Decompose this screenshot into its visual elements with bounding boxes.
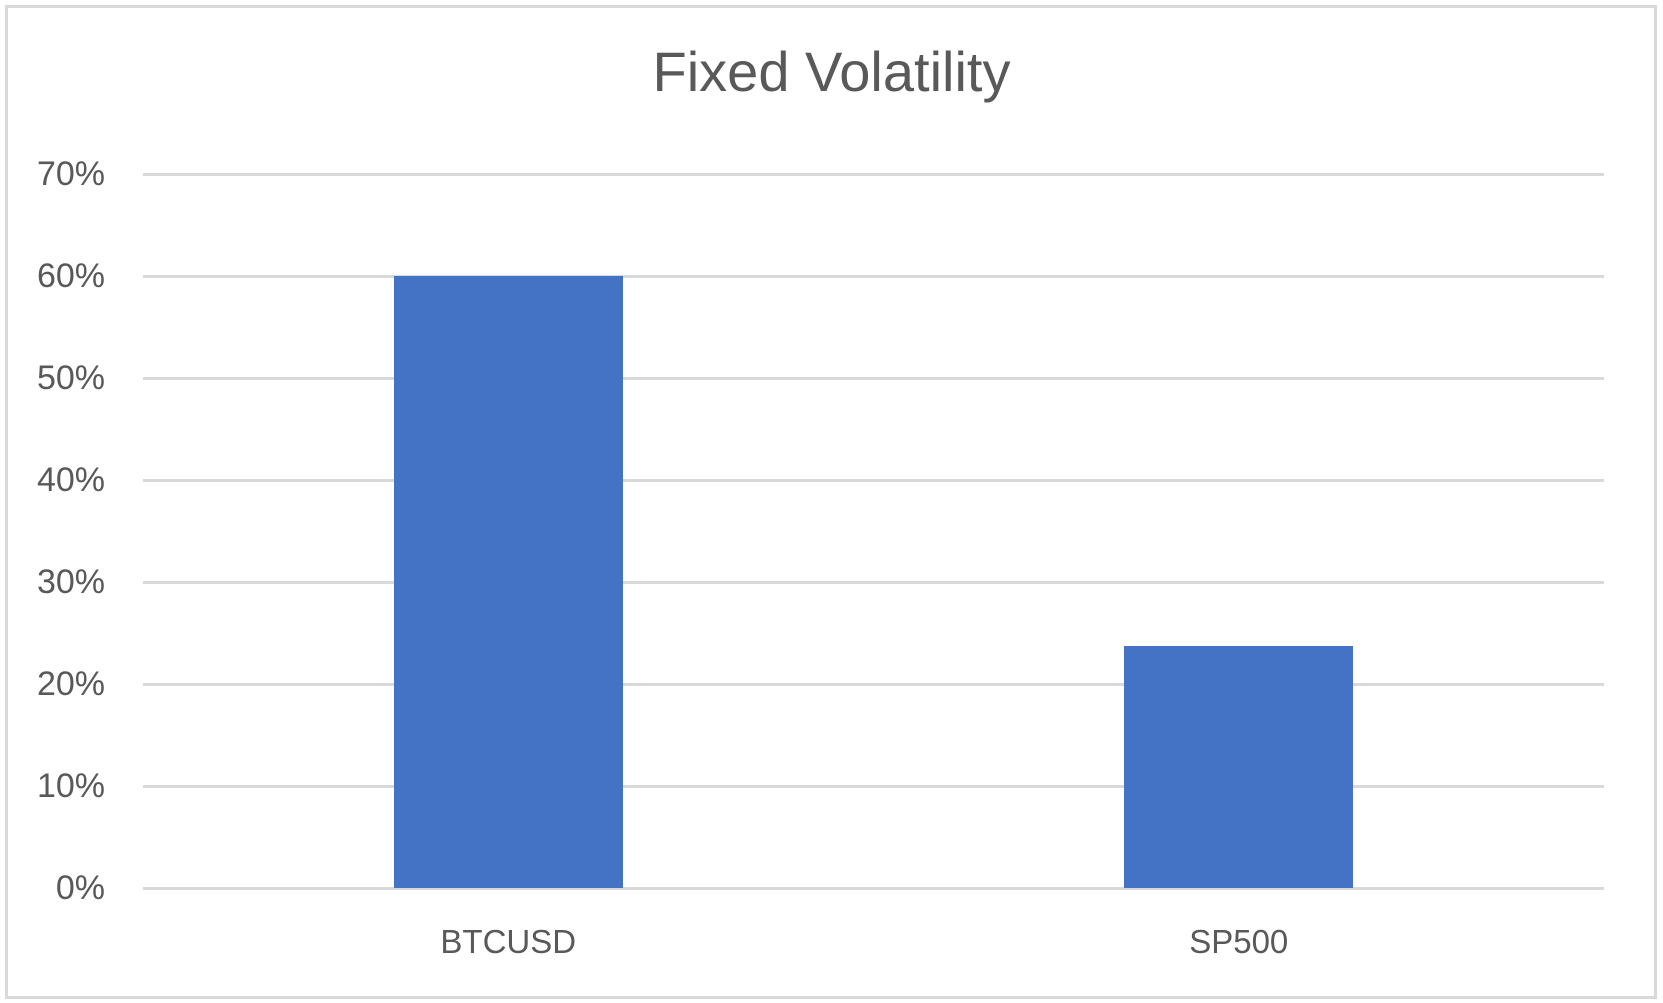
- y-tick-label: 40%: [36, 461, 105, 499]
- gridline: [143, 581, 1604, 584]
- y-tick-label: 20%: [36, 665, 105, 703]
- y-tick-label: 60%: [36, 257, 105, 295]
- y-tick-label: 0%: [55, 869, 105, 907]
- gridline: [143, 173, 1604, 176]
- gridline: [143, 479, 1604, 482]
- x-tick-label: SP500: [1189, 923, 1289, 960]
- y-tick-label: 50%: [36, 359, 105, 397]
- y-tick-label: 10%: [36, 767, 105, 805]
- y-tick-label: 30%: [36, 563, 105, 601]
- gridline: [143, 683, 1604, 686]
- y-tick-label: 70%: [36, 155, 105, 193]
- x-tick-label: BTCUSD: [440, 923, 577, 960]
- bar-sp500: [1124, 646, 1354, 888]
- gridline: [143, 785, 1604, 788]
- chart-frame: [5, 5, 1657, 999]
- chart-title: Fixed Volatility: [652, 40, 1011, 103]
- gridline: [143, 887, 1604, 890]
- gridline: [143, 275, 1604, 278]
- bar-btcusd: [393, 276, 623, 888]
- gridline: [143, 377, 1604, 380]
